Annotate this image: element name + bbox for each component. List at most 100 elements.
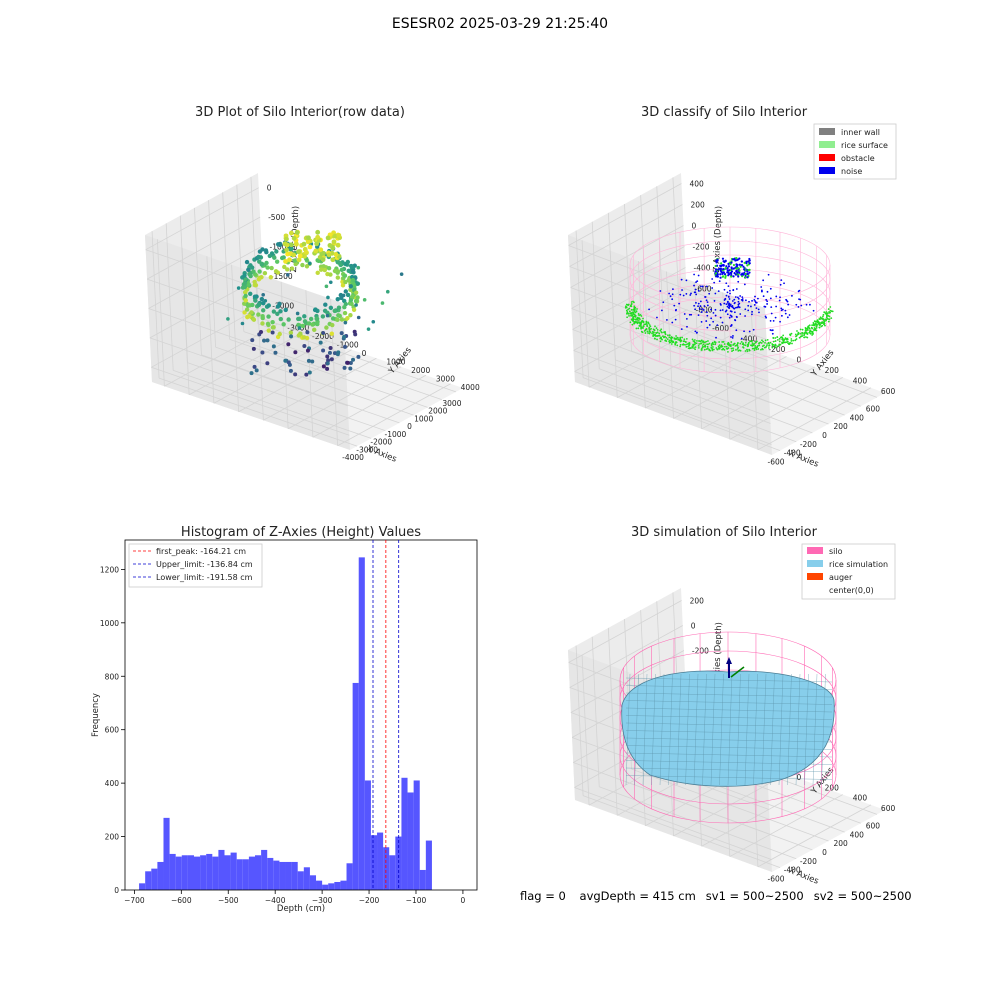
- rice-surface-point: [696, 340, 698, 342]
- rice-surface-point: [670, 340, 673, 343]
- noise-point: [724, 297, 727, 300]
- rice-surface-point: [640, 326, 643, 329]
- rice-surface-point: [628, 314, 630, 317]
- noise-point: [671, 293, 674, 296]
- data-point: [324, 325, 329, 330]
- rice-surface-point: [813, 320, 816, 323]
- rice-surface-point: [691, 346, 694, 349]
- rice-surface-point: [688, 347, 691, 350]
- noise-point: [725, 303, 728, 306]
- noise-point: [721, 257, 725, 260]
- panel-4-legend: silo rice simulation auger center(0,0): [801, 543, 896, 600]
- rice-surface-point: [727, 351, 729, 353]
- rice-surface-point: [814, 327, 817, 330]
- x-axis-label: X Axies: [787, 449, 820, 470]
- grid-line: [757, 387, 872, 451]
- grid-line: [571, 308, 769, 382]
- noise-point: [748, 262, 751, 265]
- noise-point: [735, 270, 738, 273]
- noise-point: [743, 261, 746, 264]
- data-point: [284, 247, 290, 253]
- y-tick-label: 3000: [436, 374, 455, 383]
- rice-surface-point: [747, 345, 750, 347]
- x-tick-label: 600: [866, 821, 881, 830]
- noise-point: [812, 309, 815, 312]
- rice-surface-point: [701, 346, 704, 349]
- surface-mesh: [625, 692, 833, 698]
- data-point: [273, 350, 278, 355]
- noise-point: [766, 290, 769, 293]
- rice-surface-point: [722, 341, 725, 343]
- rice-surface-point: [811, 324, 814, 327]
- rice-surface-point: [660, 337, 663, 340]
- noise-point: [699, 300, 702, 303]
- rice-surface-point: [825, 311, 828, 313]
- rice-surface-point: [746, 348, 748, 351]
- rice-surface-point: [805, 336, 807, 338]
- rice-surface-point: [648, 324, 651, 326]
- rice-surface-point: [776, 345, 779, 348]
- rice-surface-point: [826, 317, 829, 320]
- data-point: [272, 255, 277, 260]
- noise-point: [712, 320, 715, 323]
- surface-mesh: [761, 673, 767, 786]
- rice-surface-point: [665, 340, 668, 343]
- rice-surface-point: [782, 334, 785, 337]
- data-point: [318, 247, 324, 253]
- noise-point: [791, 294, 793, 297]
- noise-point: [695, 281, 697, 284]
- noise-point: [737, 273, 740, 276]
- noise-point: [738, 257, 741, 260]
- rice-surface-point: [718, 344, 721, 347]
- noise-point: [720, 262, 723, 265]
- rice-surface-point: [764, 341, 766, 344]
- noise-point: [723, 288, 726, 291]
- data-point: [356, 354, 361, 359]
- rice-surface-point: [754, 344, 756, 347]
- rice-surface-point: [746, 350, 749, 353]
- data-point: [257, 249, 263, 254]
- rice-surface-point: [634, 316, 637, 318]
- rice-surface-point: [639, 318, 641, 321]
- data-point: [242, 284, 247, 290]
- rice-surface-point: [810, 326, 813, 329]
- histogram-bar: [395, 836, 402, 890]
- x-tick-label: 0: [822, 848, 827, 857]
- noise-point: [671, 321, 674, 324]
- rice-surface-point: [818, 324, 821, 326]
- data-point: [236, 286, 241, 290]
- rice-surface-point: [674, 343, 677, 346]
- rice-surface-point: [763, 344, 765, 347]
- rice-surface-point: [682, 340, 685, 343]
- noise-point: [682, 294, 685, 297]
- rice-surface-point: [659, 329, 662, 332]
- histogram-bar: [303, 867, 310, 890]
- rice-surface-point: [694, 348, 697, 351]
- rice-surface-point: [752, 344, 755, 347]
- surface-mesh: [625, 707, 833, 713]
- noise-point: [744, 308, 747, 311]
- rice-surface-point: [829, 306, 832, 308]
- noise-point: [678, 302, 681, 305]
- rice-surface-point: [753, 349, 756, 352]
- rice-surface-point: [735, 348, 737, 351]
- y-tick-label: 1000: [386, 357, 405, 366]
- noise-point: [739, 295, 742, 297]
- data-point: [282, 264, 287, 270]
- legend-label: rice simulation: [829, 560, 888, 569]
- rice-surface-point: [685, 337, 688, 340]
- grid-line: [570, 287, 768, 361]
- rice-surface-point: [626, 316, 629, 319]
- grid-line: [729, 794, 843, 857]
- x-tick-label: -600: [768, 458, 785, 467]
- data-point: [325, 366, 330, 371]
- grid-line: [173, 369, 372, 439]
- data-point: [260, 350, 265, 355]
- noise-point: [722, 264, 725, 267]
- noise-point: [754, 300, 757, 302]
- noise-point: [716, 258, 719, 261]
- noise-point: [738, 306, 741, 309]
- rice-surface-point: [633, 322, 636, 325]
- histogram-bar: [145, 871, 152, 890]
- noise-point: [730, 315, 733, 318]
